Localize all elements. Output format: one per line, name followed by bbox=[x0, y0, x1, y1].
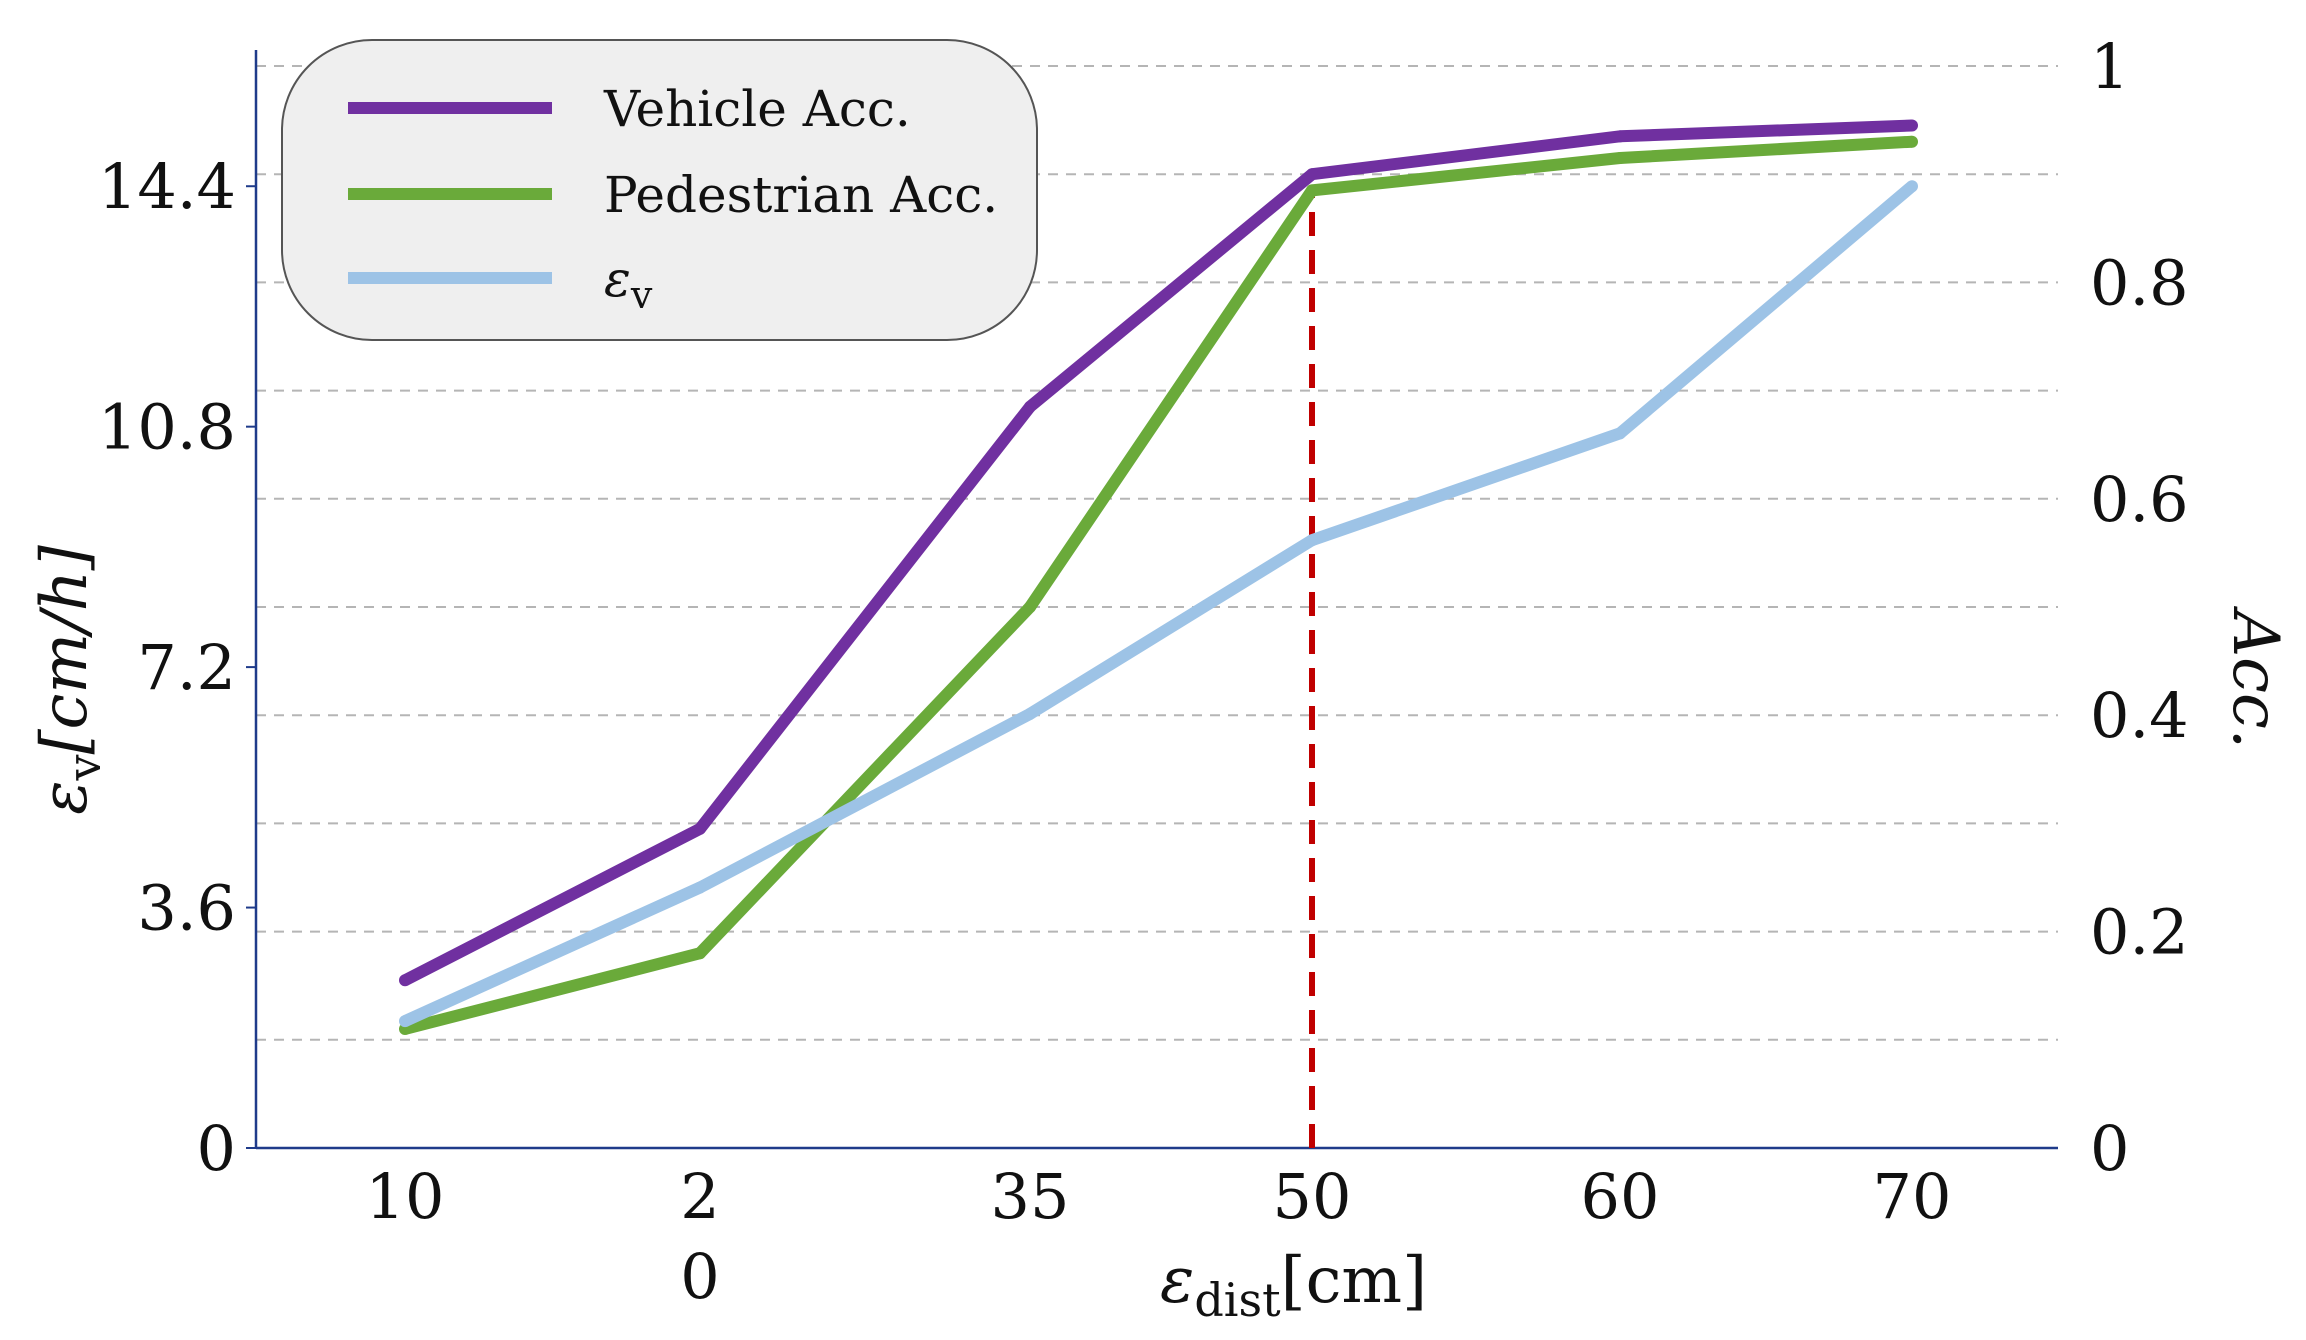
series-0-point-4 bbox=[1614, 130, 1626, 143]
right-tick-label-5: 1 bbox=[2090, 30, 2129, 103]
left-tick-label-0: 0 bbox=[197, 1112, 236, 1185]
legend-label-0: Vehicle Acc. bbox=[603, 80, 911, 138]
series-line-1 bbox=[403, 135, 1913, 1035]
left-tick-label-3: 10.8 bbox=[98, 391, 236, 464]
series-1-point-1 bbox=[694, 947, 706, 960]
series-0-point-3 bbox=[1306, 168, 1318, 181]
x-tick-label-0: 10 bbox=[366, 1160, 445, 1233]
right-tick-label-2: 0.4 bbox=[2090, 679, 2189, 752]
series-2-point-1 bbox=[694, 881, 706, 894]
legend-label-1: Pedestrian Acc. bbox=[604, 166, 998, 224]
legend-box bbox=[281, 39, 1038, 341]
y-axis-right-title: Acc. bbox=[2218, 606, 2292, 749]
series-2-point-5 bbox=[1906, 180, 1918, 193]
y-axis-left-title: εv[cm/h] bbox=[28, 544, 111, 815]
series-1-point-5 bbox=[1906, 135, 1918, 148]
right-tick-label-0: 0 bbox=[2090, 1112, 2129, 1185]
series-1-point-3 bbox=[1306, 184, 1318, 197]
legend-label-2: εv bbox=[604, 250, 653, 317]
x-tick-label-2: 35 bbox=[991, 1160, 1070, 1233]
series-line-2 bbox=[402, 181, 1916, 1027]
left-tick-label-1: 3.6 bbox=[137, 872, 236, 945]
axes bbox=[254, 50, 2058, 1150]
x-tick-label-5: 70 bbox=[1873, 1160, 1952, 1233]
series-0-point-0 bbox=[399, 974, 411, 987]
series-line-0 bbox=[402, 119, 1913, 986]
series-1-point-4 bbox=[1614, 151, 1626, 164]
series-0-point-2 bbox=[1024, 400, 1036, 413]
right-tick-label-4: 0.8 bbox=[2090, 246, 2189, 319]
series-group bbox=[399, 119, 1918, 1035]
x-tick-label-1: 2 bbox=[680, 1160, 719, 1233]
right-tick-label-3: 0.6 bbox=[2090, 463, 2189, 536]
x-axis-title: εdist[cm] bbox=[1160, 1244, 1427, 1327]
x-tick-label-1-line2: 0 bbox=[680, 1240, 719, 1313]
left-tick-labels: 0 3.6 7.2 10.8 14.4 bbox=[98, 150, 256, 1185]
x-tick-labels: 10 20 35 50 60 70 bbox=[366, 1160, 1952, 1313]
x-tick-label-3: 50 bbox=[1273, 1160, 1352, 1233]
right-tick-label-1: 0.2 bbox=[2090, 896, 2189, 969]
x-tick-label-4: 60 bbox=[1581, 1160, 1660, 1233]
series-0-point-5 bbox=[1906, 119, 1918, 132]
series-2-point-2 bbox=[1024, 707, 1036, 720]
legend: Vehicle Acc. Pedestrian Acc. εv bbox=[281, 39, 1038, 341]
series-2-point-0 bbox=[399, 1015, 411, 1028]
series-2-point-3 bbox=[1306, 534, 1318, 547]
series-1-point-2 bbox=[1024, 601, 1036, 613]
series-0-point-1 bbox=[694, 822, 706, 835]
grid-lines bbox=[256, 65, 2058, 1041]
right-tick-labels: 0 0.2 0.4 0.6 0.8 1 bbox=[2090, 30, 2189, 1185]
left-tick-label-4: 14.4 bbox=[98, 150, 236, 223]
left-tick-label-2: 7.2 bbox=[137, 631, 236, 704]
series-2-point-4 bbox=[1614, 427, 1626, 440]
